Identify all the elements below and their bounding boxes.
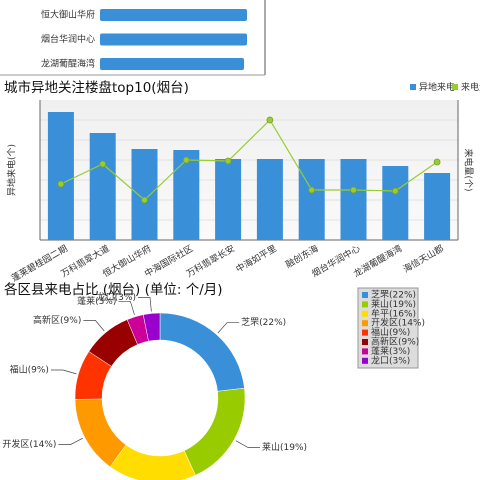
legend-swatch xyxy=(362,329,368,336)
legend-swatch xyxy=(362,348,368,355)
legend-label: 来电量 xyxy=(461,81,480,93)
legend-swatch xyxy=(362,357,368,364)
point xyxy=(182,156,190,164)
point xyxy=(308,186,316,194)
legend-swatch xyxy=(362,320,368,327)
legend-label: 龙口(3%) xyxy=(371,354,410,366)
y-tick-label: 恒大御山华府 xyxy=(41,9,95,21)
bar xyxy=(100,9,247,21)
leader-line xyxy=(217,322,240,334)
point xyxy=(350,186,357,194)
slice-label: 开发区(14%) xyxy=(2,438,56,450)
legend-label: 蓬莱(3%) xyxy=(371,345,410,357)
point xyxy=(224,157,232,165)
leader-line xyxy=(50,369,77,375)
x-tick-label: 海信天山郡 xyxy=(401,242,446,275)
bar xyxy=(89,133,116,240)
slice-label: 芝罘(22%) xyxy=(241,316,286,328)
point xyxy=(433,158,441,166)
bar xyxy=(47,112,74,240)
legend-swatch xyxy=(362,301,368,308)
y-tick-label: 烟台华润中心 xyxy=(41,33,95,45)
bar xyxy=(131,149,158,240)
legend-label: 开发区(14%) xyxy=(371,317,425,329)
point xyxy=(57,180,65,188)
legend-label: 芝罘(22%) xyxy=(371,289,416,301)
slice xyxy=(142,312,161,342)
chart-title: 各区县来电占比 (烟台) (单位: 个/月) xyxy=(4,282,223,298)
x-tick-label: 中海如平里 xyxy=(234,242,279,275)
legend-label: 莱山(19%) xyxy=(371,298,416,310)
legend-label: 高新区(9%) xyxy=(371,336,419,348)
slice-label: 莱山(19%) xyxy=(262,441,307,453)
point xyxy=(391,187,399,195)
leader-line xyxy=(58,437,83,445)
bar xyxy=(173,150,200,240)
bar xyxy=(256,159,283,240)
bar xyxy=(215,159,242,240)
leader-line xyxy=(235,440,261,448)
bar xyxy=(340,159,367,240)
leader-line xyxy=(83,320,105,332)
legend-swatch xyxy=(362,292,368,298)
slice xyxy=(183,387,246,476)
legend-swatch xyxy=(452,84,458,90)
legend-swatch xyxy=(410,84,416,90)
bar xyxy=(424,173,451,240)
legend-label: 福山(9%) xyxy=(371,326,410,338)
slice xyxy=(159,312,245,392)
y-tick-label: 龙湖葡醍海湾 xyxy=(41,58,95,70)
point xyxy=(266,116,274,124)
slice-label: 福山(9%) xyxy=(10,363,49,375)
line xyxy=(60,119,438,201)
leader-line xyxy=(118,301,135,315)
bar xyxy=(100,58,244,70)
point xyxy=(99,160,107,168)
chart-title: 城市异地关注楼盘top10(烟台) xyxy=(4,79,189,96)
y2-axis-label: 来电量(个) xyxy=(463,148,475,191)
bar xyxy=(298,159,325,240)
bar xyxy=(100,33,247,46)
x-tick-label: 融创东海 xyxy=(283,242,320,270)
y-axis-label: 异地来电(个) xyxy=(6,144,18,196)
leader-line xyxy=(137,297,152,312)
slice xyxy=(109,444,196,480)
legend-box xyxy=(357,287,419,369)
legend-swatch xyxy=(362,310,368,317)
point xyxy=(141,196,148,204)
x-tick-label: 蓬莱碧桂园二期 xyxy=(9,242,70,284)
bar xyxy=(382,166,409,240)
legend-label: 牟平(16%) xyxy=(371,307,416,319)
legend-swatch xyxy=(362,339,368,345)
slice-label: 高新区(9%) xyxy=(33,314,81,326)
legend-label: 异地来电 xyxy=(419,81,455,93)
slice-label: 龙口(3%) xyxy=(97,291,136,303)
slice-label: 蓬莱(3%) xyxy=(77,295,116,307)
